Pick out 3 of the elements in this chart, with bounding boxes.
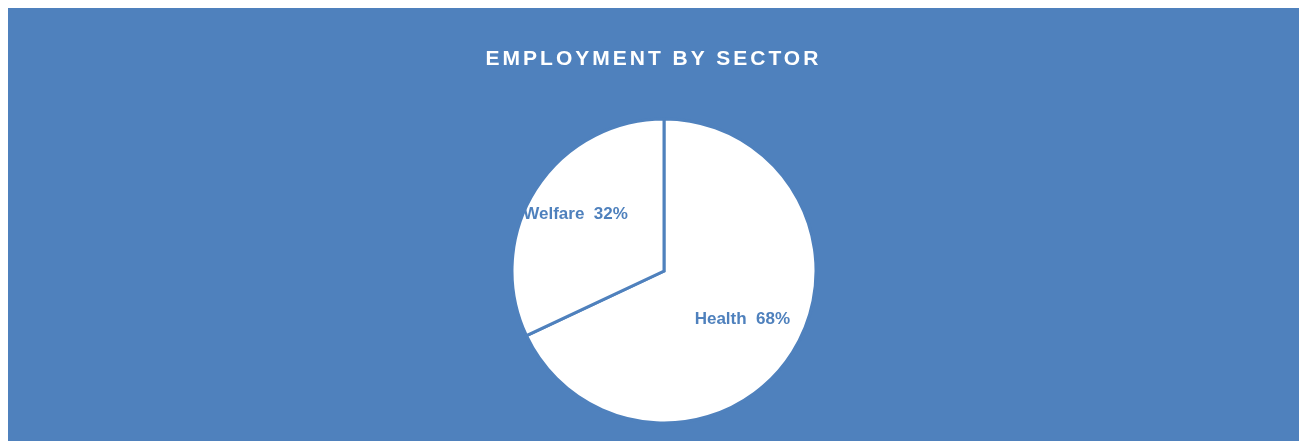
slice-label: Welfare 32% [523,203,628,223]
slice-label: Health 68% [694,309,791,329]
chart-title: EMPLOYMENT BY SECTOR [484,46,823,70]
